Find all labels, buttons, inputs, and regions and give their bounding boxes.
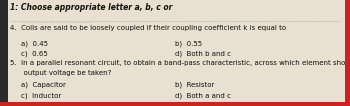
Text: d)  Both a and c: d) Both a and c xyxy=(175,92,231,99)
Text: b)  0.55: b) 0.55 xyxy=(175,40,202,47)
Text: 5.  In a parallel resonant circuit, to obtain a band-pass characteristic, across: 5. In a parallel resonant circuit, to ob… xyxy=(10,60,350,66)
Text: d)  Both b and c: d) Both b and c xyxy=(175,51,231,57)
Bar xyxy=(0,102,350,106)
Text: a)  Capacitor: a) Capacitor xyxy=(21,82,66,88)
Bar xyxy=(345,0,350,106)
Text: 1: Choose appropriate letter a, b, c or: 1: Choose appropriate letter a, b, c or xyxy=(10,3,173,12)
Text: a)  0.45: a) 0.45 xyxy=(21,40,48,47)
Text: c)  Inductor: c) Inductor xyxy=(21,92,61,99)
Bar xyxy=(0,0,8,106)
Text: output voltage be taken?: output voltage be taken? xyxy=(10,70,112,76)
Text: c)  0.65: c) 0.65 xyxy=(21,51,48,57)
Text: b)  Resistor: b) Resistor xyxy=(175,82,214,88)
Text: 4.  Coils are said to be loosely coupled if their coupling coefficient k is equa: 4. Coils are said to be loosely coupled … xyxy=(10,25,287,31)
Text: —— ————— ——— ————: —— ————— ——— ———— xyxy=(10,20,92,25)
